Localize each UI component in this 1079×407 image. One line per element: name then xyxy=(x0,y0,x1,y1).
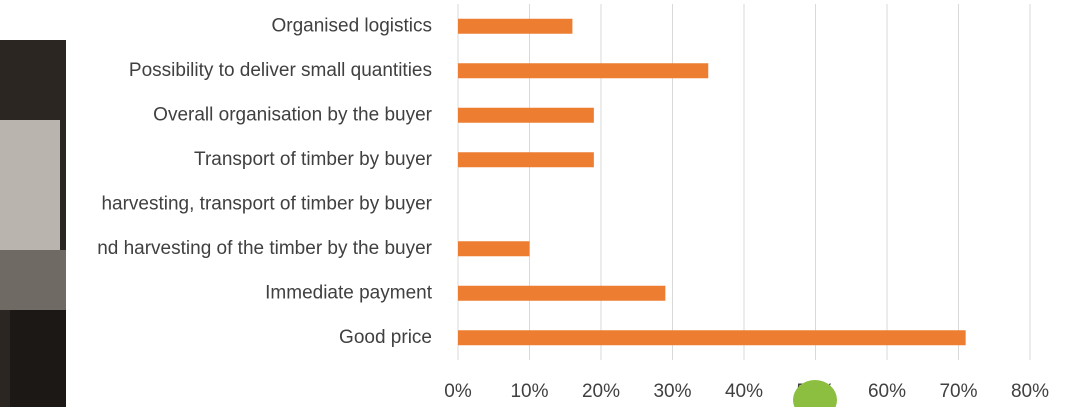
y-tick-label: Possibility to deliver small quantities xyxy=(129,60,432,81)
photo xyxy=(0,40,66,407)
x-tick-label: 30% xyxy=(653,381,691,402)
y-tick-label: harvesting, transport of timber by buyer xyxy=(101,193,432,214)
bar xyxy=(458,63,708,78)
chart: 0%10%20%30%40%50%60%70%80%Organised logi… xyxy=(0,0,1079,407)
y-tick-label: nd harvesting of the timber by the buyer xyxy=(97,238,432,259)
x-tick-label: 70% xyxy=(939,381,977,402)
y-tick-label: Good price xyxy=(339,327,432,348)
bar xyxy=(458,241,530,256)
bar xyxy=(458,108,594,123)
y-tick-label: Organised logistics xyxy=(271,15,432,36)
y-tick-label: Overall organisation by the buyer xyxy=(153,104,432,125)
y-tick-label: Immediate payment xyxy=(265,282,433,303)
x-tick-label: 20% xyxy=(582,381,620,402)
x-tick-label: 80% xyxy=(1011,381,1049,402)
x-tick-label: 60% xyxy=(868,381,906,402)
bar xyxy=(458,19,572,34)
x-tick-label: 40% xyxy=(725,381,763,402)
bar xyxy=(458,286,665,301)
x-tick-label: 10% xyxy=(510,381,548,402)
y-tick-label: Transport of timber by buyer xyxy=(194,149,433,170)
x-tick-label: 0% xyxy=(444,381,472,402)
bar xyxy=(458,330,966,345)
bar xyxy=(458,152,594,167)
